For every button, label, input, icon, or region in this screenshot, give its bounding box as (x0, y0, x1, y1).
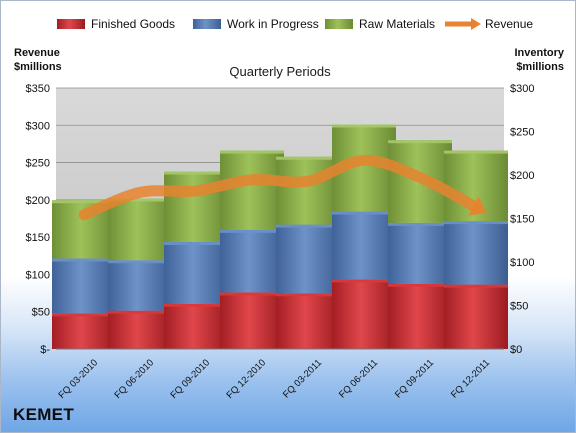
bar-segment-top (164, 171, 228, 175)
bar-segment-top (444, 150, 508, 154)
bar-segment (108, 260, 172, 311)
bar-segment-top (108, 310, 172, 314)
right-tick-label: $300 (510, 83, 534, 95)
bar-segment (332, 279, 396, 349)
bar-segment-top (276, 156, 340, 160)
bar-segment-top (276, 224, 340, 228)
x-tick-label: FQ 06-2011 (337, 357, 380, 400)
right-tick-label: $150 (510, 214, 534, 226)
bar-segment-top (388, 222, 452, 226)
bar-segment-top (52, 313, 116, 317)
left-tick-label: $350 (26, 83, 50, 95)
revenue-line (78, 154, 487, 221)
bar-segment-top (164, 303, 228, 307)
left-tick-label: $300 (26, 120, 50, 132)
bar-segment-top (52, 258, 116, 262)
right-tick-label: $200 (510, 170, 534, 182)
bar-segment-top (220, 150, 284, 154)
bar-segment-top (164, 241, 228, 245)
bar-segment-top (108, 198, 172, 202)
bar-segment (444, 221, 508, 285)
bar-segment (388, 283, 452, 349)
bar-segment (220, 229, 284, 293)
revenue-line-path (78, 154, 482, 221)
right-tick-label: $100 (510, 257, 534, 269)
bar-segment-top (108, 260, 172, 264)
bar-segment-top (332, 279, 396, 283)
right-tick-label: $50 (510, 301, 528, 313)
legend-swatch (325, 19, 353, 29)
bar-segment-top (220, 229, 284, 233)
right-tick-label: $250 (510, 127, 534, 139)
bar-segment (276, 293, 340, 349)
legend-label: Finished Goods (91, 17, 175, 31)
brand-name: KEMET (13, 405, 74, 424)
bar-segment-top (444, 221, 508, 225)
bar-segment-top (388, 140, 452, 144)
left-tick-label: $50 (32, 307, 50, 319)
bar-segment (444, 284, 508, 349)
bar-segment-top (332, 124, 396, 128)
bar-segment (52, 313, 116, 349)
left-tick-label: $150 (26, 232, 50, 244)
legend: Finished Goods Work in Progress Raw Materi… (57, 17, 533, 31)
chart-title: Quarterly Periods (229, 64, 331, 79)
right-tick-label: $0 (510, 344, 522, 356)
bar-segment-top (444, 284, 508, 288)
x-tick-label: FQ 12-2010 (224, 357, 268, 401)
left-tick-label: $200 (26, 195, 50, 207)
legend-arrow-icon (471, 18, 481, 30)
bar-segment-top (220, 292, 284, 296)
x-tick-label: FQ 03-2010 (56, 357, 100, 401)
x-tick-label: FQ 03-2011 (281, 357, 324, 400)
bar-segment (388, 222, 452, 284)
x-tick-label: FQ 12-2011 (449, 357, 492, 400)
bar-segment (220, 150, 284, 230)
bar-segment (164, 241, 228, 304)
legend-swatch (57, 19, 85, 29)
legend-label: Work in Progress (227, 17, 319, 31)
left-tick-label: $250 (26, 158, 50, 170)
bar-segment (220, 292, 284, 349)
bar-segment (164, 303, 228, 349)
bar-segment (108, 310, 172, 349)
bar-segment-top (52, 200, 116, 204)
x-tick-label: FQ 06-2010 (112, 357, 156, 401)
revenue-arrow-head (468, 196, 487, 216)
legend-swatch (193, 19, 221, 29)
bar-segment-top (276, 293, 340, 297)
x-tick-label: FQ 09-2011 (393, 357, 436, 400)
bar-segment (332, 211, 396, 280)
bar-segment-top (332, 211, 396, 215)
bar-segment-top (388, 283, 452, 287)
bar-segment (52, 258, 116, 314)
left-tick-label: $100 (26, 269, 50, 281)
legend-label: Revenue (485, 17, 533, 31)
bar-segment (276, 224, 340, 294)
bar-segment (108, 198, 172, 261)
left-tick-label: $- (40, 344, 50, 356)
legend-label: Raw Materials (359, 17, 435, 31)
left-axis-title: Revenue $millions (14, 47, 62, 73)
right-axis-title: Inventory $millions (514, 47, 564, 73)
x-tick-label: FQ 09-2010 (168, 357, 212, 401)
